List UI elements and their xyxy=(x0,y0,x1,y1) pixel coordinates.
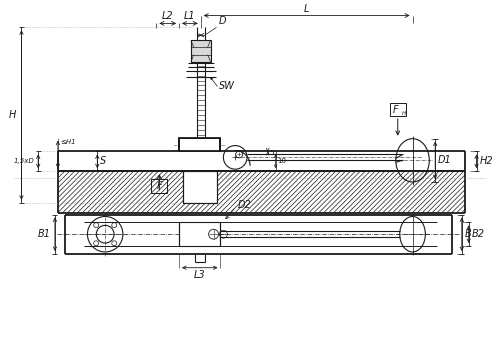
Text: B1: B1 xyxy=(38,229,51,239)
Bar xyxy=(183,171,216,203)
Text: D: D xyxy=(218,16,226,26)
Text: L4: L4 xyxy=(186,189,198,199)
Text: D1: D1 xyxy=(438,155,452,165)
Bar xyxy=(179,138,220,152)
Text: SW: SW xyxy=(218,81,234,91)
Text: L: L xyxy=(304,3,310,14)
Text: 5: 5 xyxy=(270,150,274,156)
Text: F: F xyxy=(393,105,398,115)
Text: S: S xyxy=(100,156,106,166)
Text: L3: L3 xyxy=(194,270,205,280)
Text: L2: L2 xyxy=(162,11,173,22)
Text: H: H xyxy=(402,110,406,116)
Text: D2: D2 xyxy=(238,200,252,210)
Text: A: A xyxy=(206,189,212,199)
Text: ≤H1: ≤H1 xyxy=(60,139,76,145)
Text: L1: L1 xyxy=(184,11,196,22)
Bar xyxy=(179,222,220,246)
Text: B: B xyxy=(465,229,471,239)
Text: H: H xyxy=(9,110,16,120)
Text: F: F xyxy=(156,181,162,191)
Text: B2: B2 xyxy=(472,229,484,239)
Bar xyxy=(191,40,210,62)
Bar xyxy=(179,135,220,138)
Text: 1,5xD: 1,5xD xyxy=(14,158,34,164)
Text: H2: H2 xyxy=(480,156,493,166)
Bar xyxy=(390,103,406,116)
Text: 10: 10 xyxy=(278,158,286,164)
Bar xyxy=(152,179,167,193)
